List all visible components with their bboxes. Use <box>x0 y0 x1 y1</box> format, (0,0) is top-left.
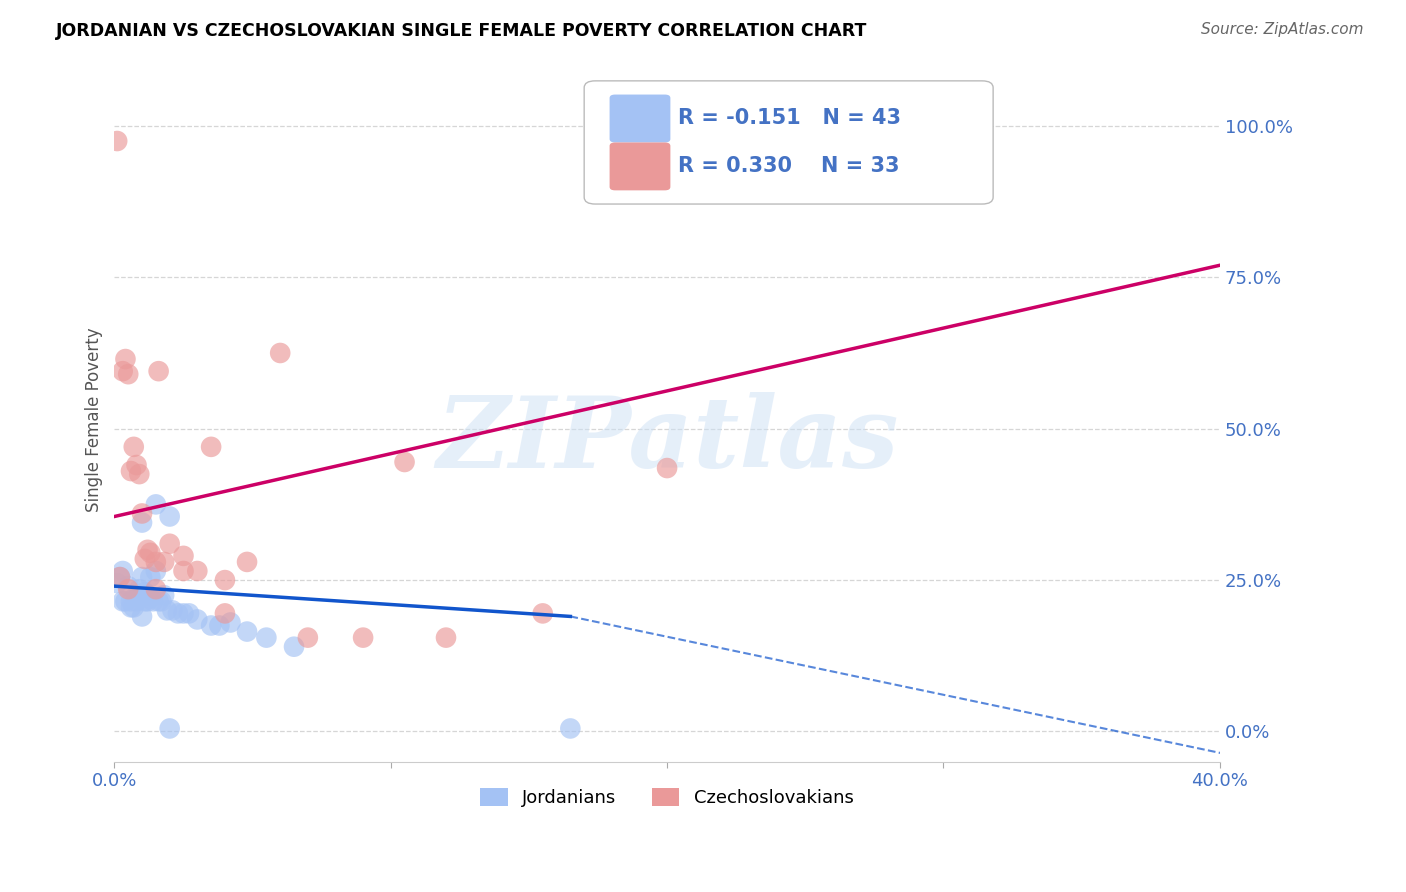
Point <box>120 600 142 615</box>
Point <box>134 594 156 608</box>
Point <box>139 546 162 560</box>
Point <box>531 607 554 621</box>
Point <box>117 579 139 593</box>
Point <box>111 564 134 578</box>
Point <box>148 364 170 378</box>
Point <box>122 440 145 454</box>
Point <box>145 497 167 511</box>
Point <box>117 367 139 381</box>
Point <box>136 588 159 602</box>
Point <box>131 609 153 624</box>
Point <box>136 542 159 557</box>
Point <box>153 588 176 602</box>
Point <box>208 618 231 632</box>
Point <box>142 594 165 608</box>
Point <box>105 134 128 148</box>
Point <box>173 564 195 578</box>
Point <box>139 591 162 606</box>
Y-axis label: Single Female Poverty: Single Female Poverty <box>86 327 103 512</box>
Point <box>148 594 170 608</box>
Point <box>111 594 134 608</box>
Point <box>120 594 142 608</box>
Point <box>125 588 148 602</box>
FancyBboxPatch shape <box>610 95 671 143</box>
Point <box>108 570 131 584</box>
Point <box>134 552 156 566</box>
Point <box>136 594 159 608</box>
Point <box>236 624 259 639</box>
Point <box>150 594 173 608</box>
Point <box>114 594 136 608</box>
Point <box>128 582 150 597</box>
Point <box>254 631 277 645</box>
Point <box>186 564 208 578</box>
Point <box>186 612 208 626</box>
Point <box>219 615 242 630</box>
Point <box>297 631 319 645</box>
Point <box>434 631 457 645</box>
Point <box>177 607 200 621</box>
Point <box>214 607 236 621</box>
Point <box>117 582 139 597</box>
Point <box>283 640 305 654</box>
Point <box>128 588 150 602</box>
Point <box>139 570 162 584</box>
Point <box>156 603 179 617</box>
Point <box>159 537 181 551</box>
Point <box>145 555 167 569</box>
Point <box>655 461 678 475</box>
Point <box>352 631 374 645</box>
Point <box>173 549 195 563</box>
Point <box>114 352 136 367</box>
Point <box>269 346 291 360</box>
Point <box>159 722 181 736</box>
Point <box>214 573 236 587</box>
Point <box>125 458 148 472</box>
Point <box>131 516 153 530</box>
Point <box>159 509 181 524</box>
Point <box>145 564 167 578</box>
Point <box>108 570 131 584</box>
Point <box>120 464 142 478</box>
Point <box>200 618 222 632</box>
Text: R = 0.330    N = 33: R = 0.330 N = 33 <box>678 156 900 177</box>
Point <box>394 455 416 469</box>
FancyBboxPatch shape <box>610 143 671 190</box>
Point <box>200 440 222 454</box>
Point <box>122 600 145 615</box>
Point <box>167 607 190 621</box>
Text: R = -0.151   N = 43: R = -0.151 N = 43 <box>678 109 901 128</box>
Point <box>128 467 150 482</box>
Text: Source: ZipAtlas.com: Source: ZipAtlas.com <box>1201 22 1364 37</box>
Point <box>131 570 153 584</box>
Point <box>173 607 195 621</box>
Point <box>560 722 582 736</box>
FancyBboxPatch shape <box>583 81 993 204</box>
Text: JORDANIAN VS CZECHOSLOVAKIAN SINGLE FEMALE POVERTY CORRELATION CHART: JORDANIAN VS CZECHOSLOVAKIAN SINGLE FEMA… <box>56 22 868 40</box>
Point <box>153 555 176 569</box>
Point <box>111 364 134 378</box>
Point <box>125 594 148 608</box>
Point <box>105 576 128 591</box>
Point <box>145 582 167 597</box>
Legend: Jordanians, Czechoslovakians: Jordanians, Czechoslovakians <box>474 780 860 814</box>
Point <box>131 507 153 521</box>
Point <box>162 603 184 617</box>
Point <box>134 585 156 599</box>
Point <box>236 555 259 569</box>
Text: ZIPatlas: ZIPatlas <box>436 392 898 489</box>
